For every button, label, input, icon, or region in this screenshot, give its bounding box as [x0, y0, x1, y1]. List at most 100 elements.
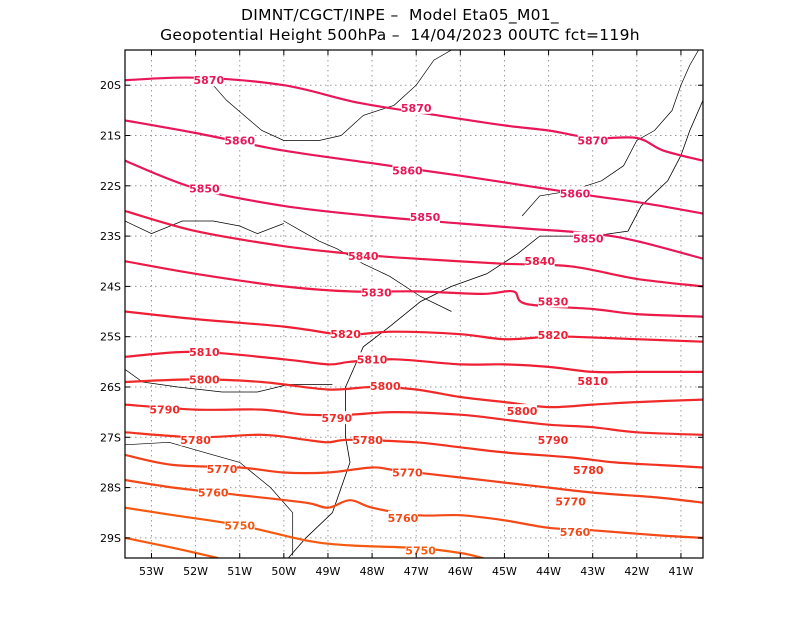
y-tick-label: 29S	[100, 532, 121, 545]
contour-label-bg	[189, 344, 220, 358]
contour-5750	[125, 506, 484, 558]
contour-label-5820: 5820	[538, 329, 569, 342]
x-tick-label: 53W	[139, 565, 164, 578]
contour-label-5860: 5860	[392, 165, 423, 178]
contour-5740	[125, 536, 219, 558]
contour-label-5800: 5800	[189, 373, 220, 386]
contour-label-bg	[321, 411, 352, 425]
contour-label-bg	[330, 327, 361, 341]
x-tick-label: 49W	[316, 565, 341, 578]
contour-label-5840: 5840	[524, 255, 555, 268]
state-border	[125, 369, 333, 393]
contour-label-5810: 5810	[189, 346, 220, 359]
contour-label-bg	[207, 461, 238, 475]
contour-label-bg	[189, 181, 220, 195]
y-tick-label: 28S	[100, 482, 121, 495]
contour-label-5790: 5790	[149, 404, 180, 417]
contour-label-5870: 5870	[401, 102, 432, 115]
contour-label-bg	[370, 378, 401, 392]
contour-label-bg	[401, 100, 432, 114]
contour-5820	[125, 310, 703, 343]
y-tick-label: 21S	[100, 130, 121, 143]
contour-label-bg	[537, 328, 568, 342]
contour-label-bg	[357, 352, 388, 366]
state-border	[125, 441, 294, 556]
y-tick-label: 23S	[100, 230, 121, 243]
contour-label-5820: 5820	[330, 328, 361, 341]
contour-label-bg	[392, 465, 423, 479]
state-border	[212, 84, 342, 141]
contour-label-5800: 5800	[507, 405, 538, 418]
contour-5780	[125, 431, 703, 469]
contour-5830	[125, 260, 703, 318]
contour-label-5870: 5870	[194, 74, 225, 87]
contour-5840	[125, 209, 703, 288]
contour-label-5850: 5850	[189, 182, 220, 195]
contour-label-bg	[198, 485, 229, 499]
coastline	[287, 100, 703, 558]
contour-label-bg	[537, 432, 568, 446]
contour-labels: 5870 5870 5870 5860 5860 5860 5850 5850 5850 5840…	[149, 73, 608, 557]
contour-label-5750: 5750	[405, 544, 436, 557]
contour-label-5780: 5780	[180, 434, 211, 447]
contour-label-bg	[180, 432, 211, 446]
contour-5800	[125, 378, 703, 409]
state-border	[521, 130, 655, 217]
contour-label-5750: 5750	[224, 519, 255, 532]
contour-label-5780: 5780	[352, 434, 383, 447]
contour-label-5810: 5810	[357, 353, 388, 366]
x-tick-label: 50W	[271, 565, 296, 578]
contour-label-5790: 5790	[538, 434, 569, 447]
axis-ticks: 53W 52W 51W 50W 49W 48W 47W 46W 45W 44W 43W 42W 41W 2…	[100, 50, 703, 578]
x-tick-label: 45W	[492, 565, 517, 578]
y-tick-label: 24S	[100, 280, 121, 293]
contour-label-5770: 5770	[555, 496, 586, 509]
x-tick-label: 43W	[580, 565, 605, 578]
contour-label-bg	[573, 231, 604, 245]
contour-label-bg	[577, 133, 608, 147]
contour-5790	[125, 403, 703, 436]
x-tick-label: 47W	[404, 565, 429, 578]
x-tick-label: 44W	[536, 565, 561, 578]
contour-label-5830: 5830	[361, 286, 392, 299]
contour-label-5860: 5860	[224, 135, 255, 148]
contour-label-5830: 5830	[538, 295, 569, 308]
contour-label-bg	[555, 494, 586, 508]
contour-label-bg	[348, 249, 379, 263]
contour-label-5850: 5850	[573, 233, 604, 246]
x-tick-label: 42W	[624, 565, 649, 578]
contour-label-bg	[410, 209, 441, 223]
contour-label-5840: 5840	[348, 250, 379, 263]
x-tick-label: 46W	[448, 565, 473, 578]
contour-label-bg	[507, 404, 538, 418]
contour-label-5810: 5810	[577, 375, 608, 388]
y-tick-label: 22S	[100, 180, 121, 193]
contour-label-5780: 5780	[573, 464, 604, 477]
contour-label-5770: 5770	[392, 466, 423, 479]
contour-5860	[125, 119, 703, 215]
gridlines	[125, 50, 703, 558]
state-border	[340, 50, 452, 136]
contour-label-bg	[537, 294, 568, 308]
contour-label-bg	[392, 163, 423, 177]
chart-subtitle: Geopotential Height 500hPa – 14/04/2023 …	[160, 26, 640, 44]
contour-label-5760: 5760	[560, 526, 591, 539]
contour-label-5860: 5860	[560, 187, 591, 200]
contour-label-bg	[361, 285, 392, 299]
y-tick-label: 20S	[100, 79, 121, 92]
contour-5850	[125, 159, 703, 260]
contour-label-bg	[189, 372, 220, 386]
contour-label-5760: 5760	[388, 512, 419, 525]
contour-5870	[125, 76, 703, 162]
contour-label-bg	[224, 518, 255, 532]
state-border	[125, 220, 284, 234]
contour-label-5850: 5850	[410, 211, 441, 224]
contour-label-bg	[524, 254, 555, 268]
contour-5810	[125, 350, 703, 374]
contour-label-bg	[387, 510, 418, 524]
contour-label-bg	[352, 432, 383, 446]
contour-label-bg	[560, 524, 591, 538]
contour-label-bg	[577, 373, 608, 387]
x-tick-label: 41W	[669, 565, 694, 578]
